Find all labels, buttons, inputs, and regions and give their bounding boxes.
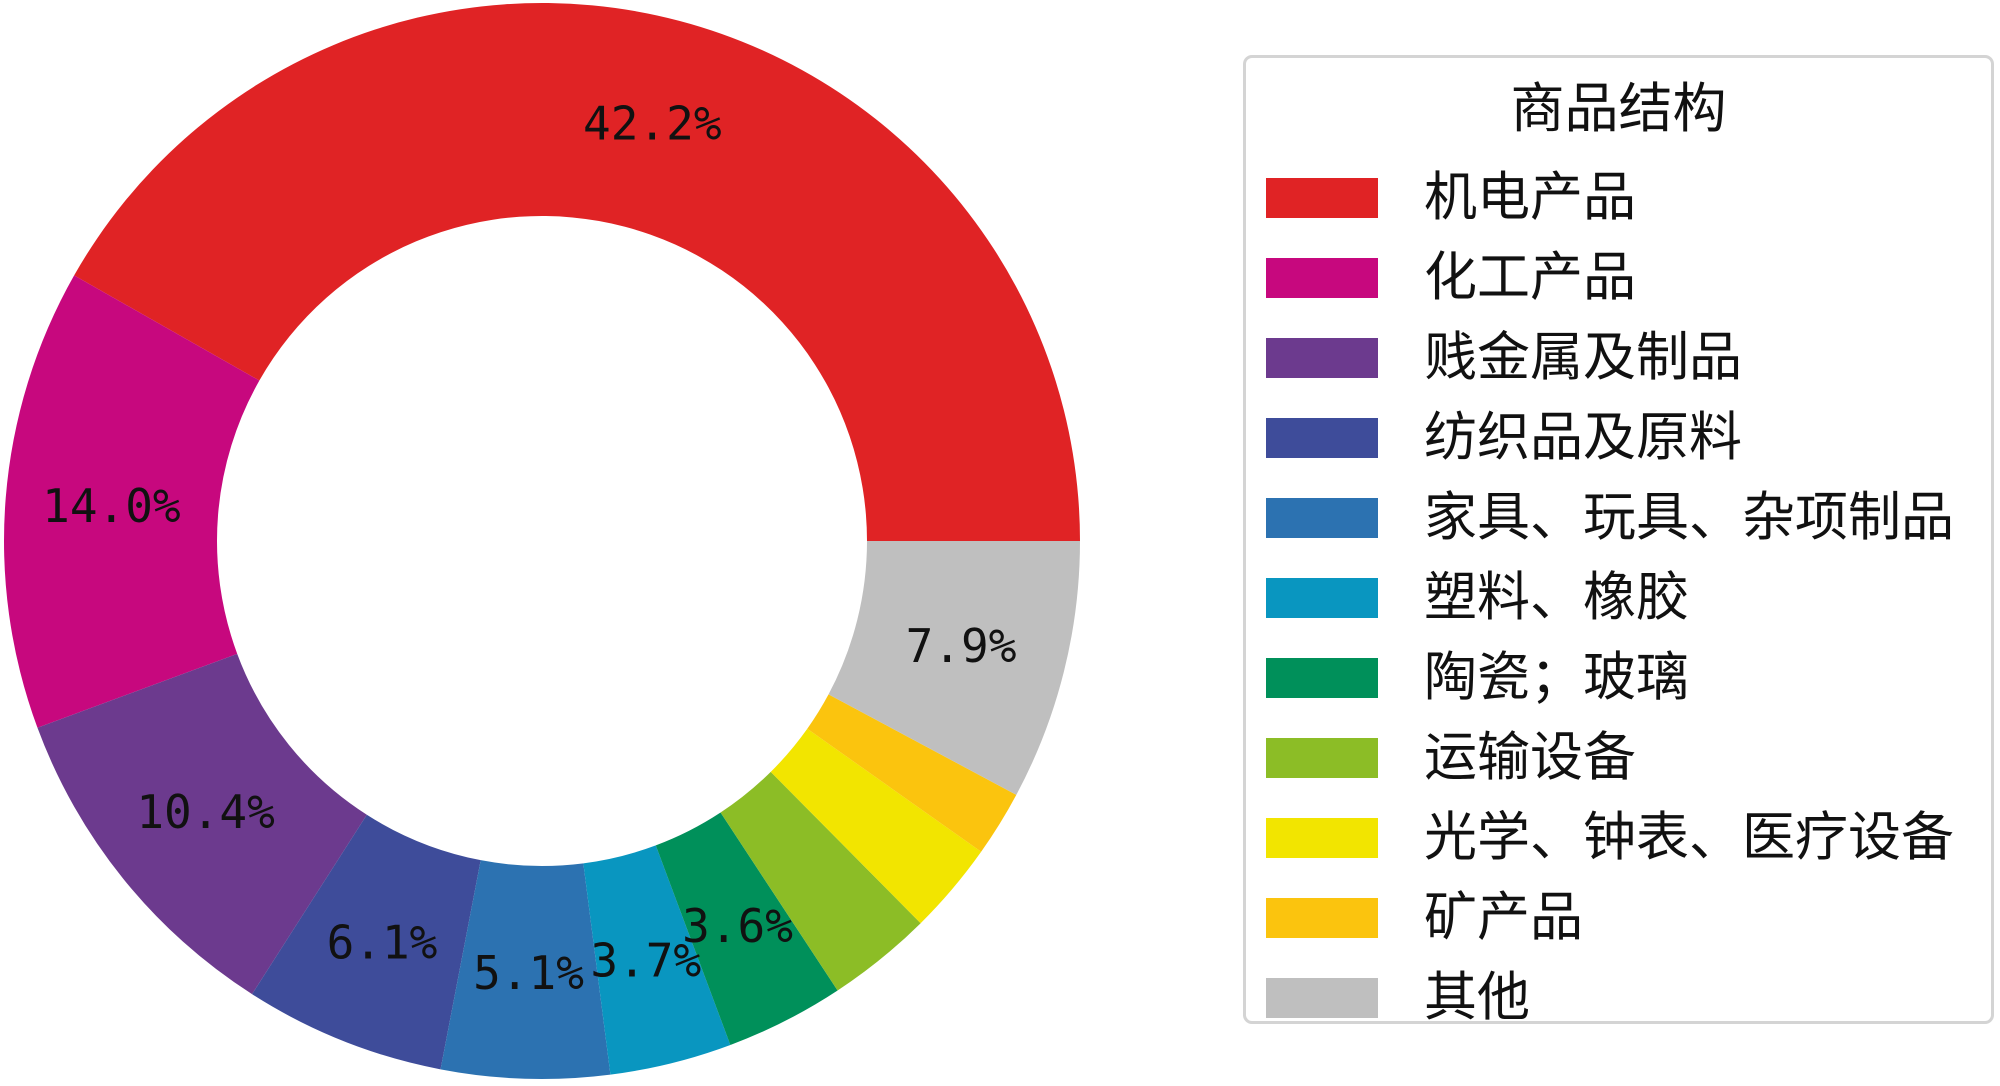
legend-item-3: 纺织品及原料 (1266, 398, 1954, 478)
legend-swatch-4 (1266, 498, 1378, 538)
slice-label-1: 14.0% (42, 479, 180, 533)
legend-item-0: 机电产品 (1266, 158, 1954, 238)
legend-item-1: 化工产品 (1266, 238, 1954, 318)
legend-label-0: 机电产品 (1424, 167, 1636, 228)
slice-10 (828, 541, 1080, 795)
legend-label-6: 陶瓷；玻璃 (1424, 647, 1689, 708)
legend-label-4: 家具、玩具、杂项制品 (1424, 487, 1954, 548)
legend-item-6: 陶瓷；玻璃 (1266, 638, 1954, 718)
legend-swatch-6 (1266, 658, 1378, 698)
slice-8 (770, 728, 982, 924)
slice-2 (37, 653, 367, 995)
percentage-labels: 42.2% 14.0% 10.4% 6.1% 5.1% 3.7%3.6% 7.9% (42, 96, 1016, 999)
slice-1 (3, 275, 260, 728)
legend-item-10: 其他 (1266, 958, 1954, 1038)
legend-swatch-2 (1266, 338, 1378, 378)
legend-item-2: 贱金属及制品 (1266, 318, 1954, 398)
legend-label-9: 矿产品 (1424, 887, 1583, 948)
slice-9 (807, 694, 1017, 852)
legend-item-4: 家具、玩具、杂项制品 (1266, 478, 1954, 558)
slice-7 (720, 771, 921, 991)
donut-slices (3, 3, 1080, 1080)
slice-label-0: 42.2% (583, 96, 721, 150)
legend-swatch-9 (1266, 898, 1378, 938)
slice-3 (252, 814, 481, 1070)
slice-label-4: 5.1% (473, 946, 584, 1000)
slice-0 (74, 3, 1080, 542)
legend-label-8: 光学、钟表、医疗设备 (1424, 807, 1954, 868)
legend-item-8: 光学、钟表、医疗设备 (1266, 798, 1954, 878)
slice-5 (583, 845, 731, 1075)
legend-item-9: 矿产品 (1266, 878, 1954, 958)
legend-swatch-8 (1266, 818, 1378, 858)
slice-6 (655, 812, 838, 1045)
legend-label-10: 其他 (1424, 967, 1530, 1028)
legend-label-2: 贱金属及制品 (1424, 327, 1742, 388)
slice-label-6: 3.6% (682, 899, 793, 953)
legend-swatch-0 (1266, 178, 1378, 218)
legend-swatch-10 (1266, 978, 1378, 1018)
legend-swatch-7 (1266, 738, 1378, 778)
slice-label-10: 7.9% (906, 619, 1017, 673)
legend: 商品结构 机电产品化工产品贱金属及制品 纺织品及原料家具、玩具、杂项制品 塑料、橡胶… (1243, 55, 1994, 1028)
legend-label-7: 运输设备 (1424, 727, 1636, 788)
legend-swatch-5 (1266, 578, 1378, 618)
legend-item-5: 塑料、橡胶 (1266, 558, 1954, 638)
slice-label-3: 6.1% (327, 915, 438, 969)
slice-4 (440, 860, 611, 1080)
slice-label-5: 3.7% (590, 933, 701, 987)
legend-swatch-3 (1266, 418, 1378, 458)
slice-label-2: 10.4% (136, 785, 274, 839)
legend-title: 商品结构 (1510, 77, 1727, 140)
legend-item-7: 运输设备 (1266, 718, 1954, 798)
legend-label-1: 化工产品 (1424, 247, 1636, 308)
legend-label-5: 塑料、橡胶 (1424, 567, 1689, 628)
legend-swatch-1 (1266, 258, 1378, 298)
legend-items: 机电产品化工产品贱金属及制品 纺织品及原料家具、玩具、杂项制品 塑料、橡胶陶瓷；玻璃… (1266, 158, 1954, 1038)
legend-label-3: 纺织品及原料 (1424, 407, 1742, 468)
